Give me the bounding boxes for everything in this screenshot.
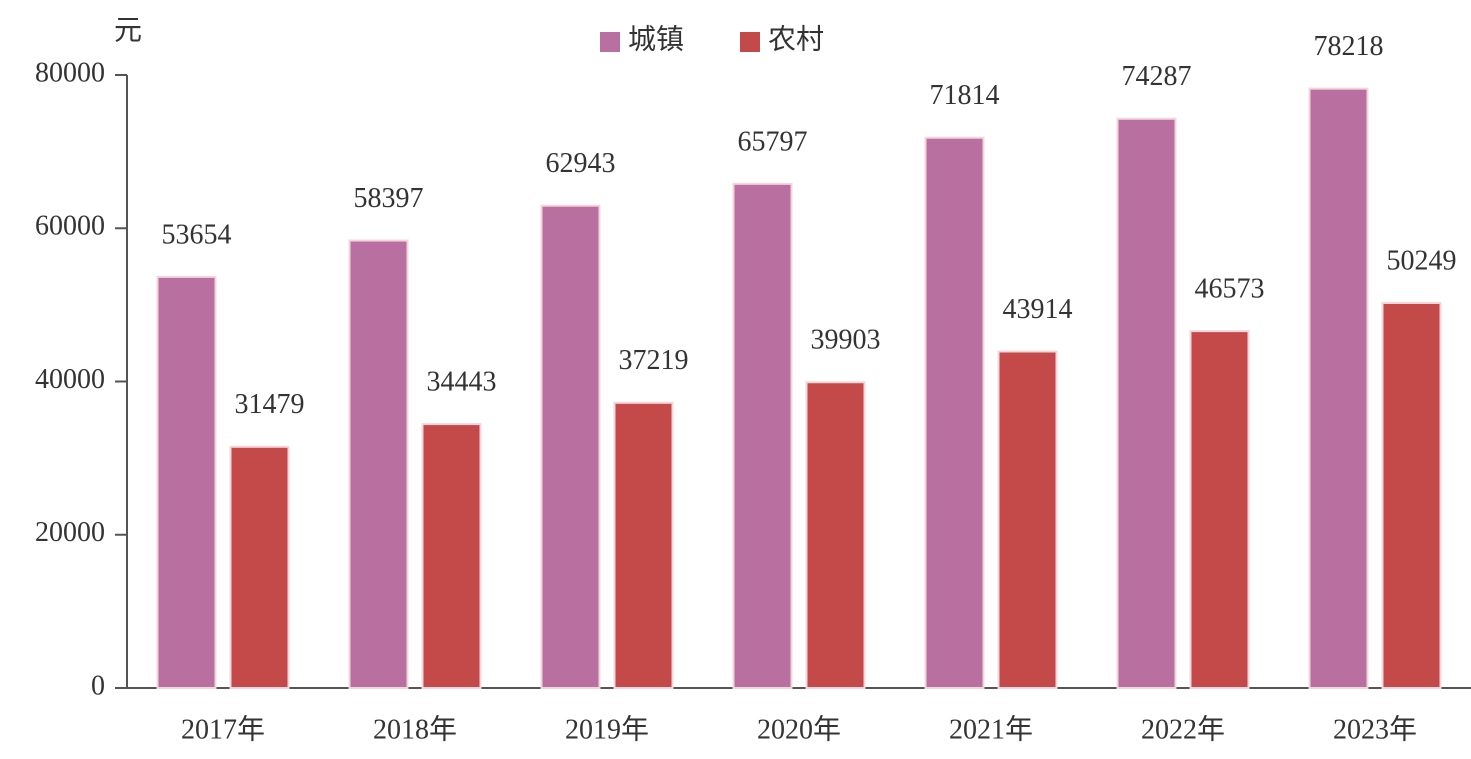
data-label: 62943	[546, 148, 616, 179]
bar	[1116, 117, 1177, 689]
y-tick-label: 60000	[35, 211, 105, 242]
x-tick-label: 2019年	[565, 713, 649, 745]
data-label: 34443	[427, 367, 497, 398]
bar	[997, 350, 1058, 689]
bar	[732, 182, 793, 690]
data-label: 37219	[619, 345, 689, 376]
y-tick-label: 0	[91, 670, 105, 701]
bar	[348, 239, 409, 689]
bar	[421, 423, 482, 689]
bar	[805, 381, 866, 689]
x-tick-label: 2022年	[1141, 713, 1225, 745]
bar	[924, 136, 985, 689]
y-tick-label: 40000	[35, 364, 105, 395]
bar	[229, 445, 290, 690]
data-label: 78218	[1314, 31, 1384, 62]
data-label: 50249	[1387, 245, 1457, 276]
legend-swatch	[600, 32, 620, 52]
legend-label: 城镇	[628, 23, 684, 55]
x-tick-label: 2023年	[1333, 713, 1417, 745]
bar	[613, 401, 674, 689]
data-label: 71814	[930, 80, 1000, 111]
data-label: 46573	[1195, 274, 1265, 305]
data-label: 53654	[162, 219, 232, 250]
x-tick-label: 2021年	[949, 713, 1033, 745]
data-label: 43914	[1003, 294, 1073, 325]
x-tick-label: 2017年	[181, 713, 265, 745]
x-tick-label: 2020年	[757, 713, 841, 745]
y-axis-label: 元	[114, 15, 142, 46]
bar	[1189, 330, 1250, 689]
bar	[1381, 301, 1442, 689]
data-label: 74287	[1122, 61, 1192, 92]
data-label: 65797	[738, 126, 808, 157]
y-tick-label: 20000	[35, 517, 105, 548]
data-label: 58397	[354, 183, 424, 214]
legend-swatch	[740, 32, 760, 52]
x-tick-label: 2018年	[373, 713, 457, 745]
data-label: 39903	[811, 325, 881, 356]
legend-label: 农村	[768, 23, 824, 55]
bar	[540, 204, 601, 690]
y-tick-label: 80000	[35, 57, 105, 88]
data-label: 31479	[235, 389, 305, 420]
bar	[1308, 87, 1369, 689]
bar	[156, 275, 217, 689]
